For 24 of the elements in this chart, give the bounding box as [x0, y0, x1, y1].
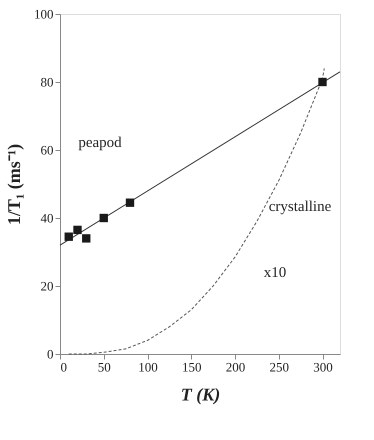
x-tick-label: 200 — [226, 360, 246, 374]
x-tick-label: 300 — [313, 360, 333, 374]
y-tick-label: 0 — [47, 346, 54, 362]
point — [100, 214, 108, 222]
y-tick-label: 100 — [34, 6, 54, 22]
annotation: crystalline — [268, 199, 332, 215]
point — [73, 226, 82, 234]
y-tick-label: 80 — [40, 74, 54, 90]
x-tick-label: 100 — [138, 360, 158, 374]
point — [318, 78, 327, 86]
point — [126, 198, 134, 207]
y-tick-label: 60 — [40, 142, 54, 158]
y-axis-title: 1/T₁ (ms⁻¹) — [4, 144, 24, 226]
annotation: peapod — [78, 135, 122, 151]
y-tick-label: 40 — [40, 210, 54, 226]
x-tick-label: 150 — [182, 360, 202, 374]
y-tick-label: 20 — [40, 278, 54, 294]
x-tick-label: 250 — [270, 360, 289, 374]
annotation: x10 — [264, 265, 286, 281]
point — [82, 234, 90, 243]
x-tick-label: 0 — [60, 360, 67, 374]
point — [64, 232, 73, 241]
x-axis-title: T (K) — [180, 384, 220, 404]
x-tick-label: 50 — [98, 360, 111, 374]
